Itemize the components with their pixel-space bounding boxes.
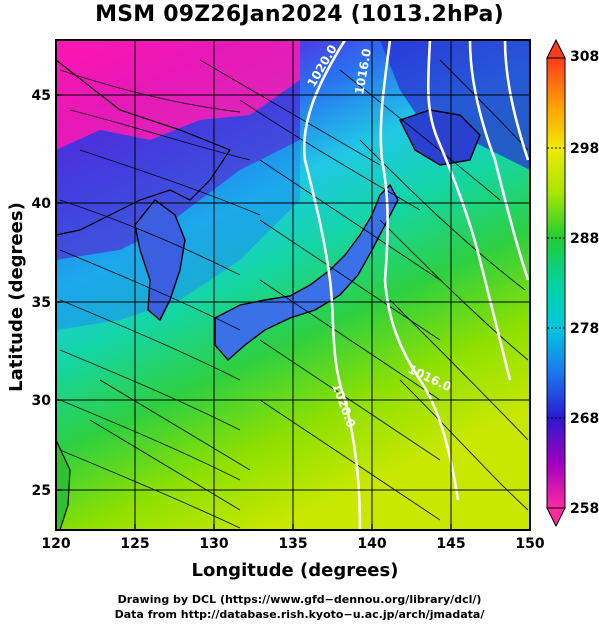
colorbar-tick-label: 268 xyxy=(570,411,599,427)
colorbar: 308 298 288 278 268 258 xyxy=(546,38,599,528)
graticule xyxy=(56,40,530,530)
footer-credit-data: Data from http://database.rish.kyoto−u.a… xyxy=(114,608,485,621)
x-tick-label: 125 xyxy=(120,536,149,552)
x-tick-label: 120 xyxy=(41,536,70,552)
x-tick-label: 145 xyxy=(436,536,465,552)
temperature-field: 1020.0 1016.0 1020.0 1016.0 xyxy=(56,40,530,530)
axis-ticks xyxy=(55,94,531,530)
y-tick-label: 40 xyxy=(32,196,52,212)
isobars xyxy=(302,40,530,530)
streamlines xyxy=(59,59,529,529)
x-axis-label: Longitude (degrees) xyxy=(191,560,399,581)
x-tick-label: 150 xyxy=(515,536,544,552)
x-tick-label: 140 xyxy=(357,536,386,552)
x-tick-labels: 120 125 130 135 140 145 150 xyxy=(41,536,544,552)
chart-title: MSM 09Z26Jan2024 (1013.2hPa) xyxy=(95,2,504,27)
y-tick-label: 35 xyxy=(32,295,51,311)
colorbar-tick-label: 258 xyxy=(570,501,599,517)
x-tick-label: 135 xyxy=(278,536,307,552)
y-tick-label: 45 xyxy=(32,88,51,104)
colorbar-tick-label: 298 xyxy=(570,141,599,157)
y-axis-label: Latitude (degrees) xyxy=(6,202,27,392)
footer-credit-dcl: Drawing by DCL (https://www.gfd−dennou.o… xyxy=(117,593,482,606)
colorbar-tick-label: 288 xyxy=(570,231,599,247)
y-tick-labels: 25 30 35 40 45 xyxy=(32,88,52,499)
colorbar-tick-label: 278 xyxy=(570,321,599,337)
x-tick-label: 130 xyxy=(199,536,228,552)
colorbar-tick-label: 308 xyxy=(570,49,599,65)
y-tick-label: 30 xyxy=(32,393,52,409)
y-tick-label: 25 xyxy=(32,483,51,499)
